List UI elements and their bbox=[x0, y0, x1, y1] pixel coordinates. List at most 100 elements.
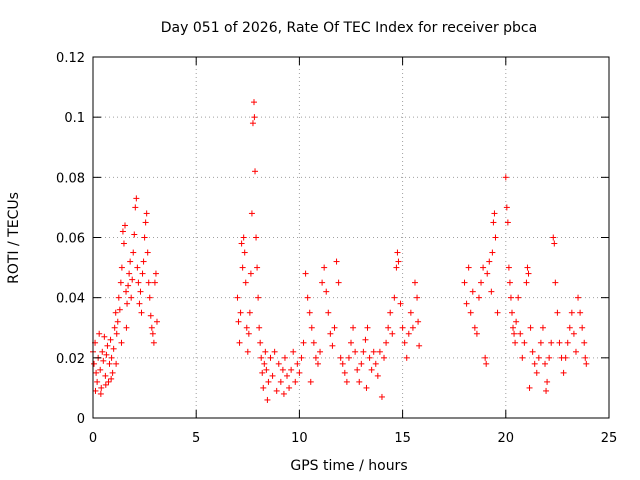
data-point bbox=[123, 324, 130, 331]
data-point bbox=[125, 282, 132, 289]
data-point bbox=[101, 333, 108, 340]
data-point bbox=[506, 279, 513, 286]
data-point bbox=[241, 249, 248, 256]
plot-frame bbox=[92, 56, 610, 419]
data-point bbox=[111, 324, 118, 331]
data-point bbox=[261, 360, 268, 367]
data-point bbox=[133, 195, 140, 202]
data-point bbox=[374, 372, 381, 379]
data-point bbox=[97, 390, 104, 397]
data-point bbox=[127, 258, 134, 265]
data-point bbox=[110, 345, 117, 352]
data-point bbox=[258, 354, 265, 361]
data-point bbox=[302, 270, 309, 277]
x-tick-label: 0 bbox=[89, 431, 97, 446]
data-point bbox=[358, 360, 365, 367]
data-point bbox=[312, 354, 319, 361]
data-point bbox=[480, 264, 487, 271]
data-point bbox=[387, 309, 394, 316]
data-point bbox=[511, 330, 518, 337]
y-axis-label: ROTI / TECUs bbox=[6, 192, 22, 284]
data-point bbox=[117, 279, 124, 286]
data-point bbox=[269, 372, 276, 379]
data-point bbox=[513, 318, 520, 325]
data-point bbox=[102, 372, 109, 379]
data-point bbox=[240, 234, 247, 241]
data-point bbox=[106, 360, 113, 367]
data-point bbox=[486, 258, 493, 265]
data-point bbox=[292, 378, 299, 385]
data-point bbox=[409, 324, 416, 331]
data-point bbox=[523, 279, 530, 286]
data-point bbox=[296, 369, 303, 376]
data-point bbox=[482, 354, 489, 361]
data-point bbox=[415, 318, 422, 325]
data-point bbox=[352, 348, 359, 355]
data-point bbox=[284, 372, 291, 379]
data-point bbox=[362, 336, 369, 343]
data-point bbox=[262, 348, 269, 355]
data-point bbox=[242, 279, 249, 286]
data-point bbox=[519, 354, 526, 361]
data-point bbox=[249, 120, 256, 127]
data-point bbox=[265, 378, 272, 385]
axis-ticks: 0 0.02 0.04 0.06 0.08 0.1 0.12 0 5 10 15 20 25 bbox=[56, 51, 617, 446]
data-point bbox=[310, 339, 317, 346]
data-point bbox=[551, 240, 558, 247]
data-point bbox=[99, 348, 106, 355]
data-point bbox=[368, 366, 375, 373]
data-point bbox=[393, 264, 400, 271]
data-point bbox=[484, 270, 491, 277]
data-point bbox=[129, 276, 136, 283]
data-point bbox=[494, 309, 501, 316]
data-point bbox=[121, 222, 128, 229]
data-point bbox=[128, 294, 135, 301]
data-point bbox=[238, 240, 245, 247]
data-point bbox=[245, 330, 252, 337]
data-point bbox=[535, 354, 542, 361]
data-point bbox=[317, 348, 324, 355]
data-point bbox=[236, 339, 243, 346]
data-point bbox=[467, 309, 474, 316]
data-point bbox=[341, 369, 348, 376]
x-axis-label: GPS time / hours bbox=[290, 458, 407, 474]
data-point bbox=[306, 309, 313, 316]
data-point bbox=[148, 324, 155, 331]
data-point bbox=[360, 348, 367, 355]
data-point bbox=[135, 279, 142, 286]
data-point bbox=[259, 369, 266, 376]
data-point bbox=[298, 354, 305, 361]
data-point bbox=[93, 369, 100, 376]
x-tick-label: 5 bbox=[192, 431, 200, 446]
data-point bbox=[366, 354, 373, 361]
data-point bbox=[141, 234, 148, 241]
data-point bbox=[363, 384, 370, 391]
data-point bbox=[118, 264, 125, 271]
data-point bbox=[582, 354, 589, 361]
data-point bbox=[137, 288, 144, 295]
data-point bbox=[399, 324, 406, 331]
data-point bbox=[139, 270, 146, 277]
data-point bbox=[560, 369, 567, 376]
data-point bbox=[280, 390, 287, 397]
data-point bbox=[583, 360, 590, 367]
data-point bbox=[483, 360, 490, 367]
data-points bbox=[90, 99, 590, 403]
data-point bbox=[327, 330, 334, 337]
data-point bbox=[243, 324, 250, 331]
data-point bbox=[118, 339, 125, 346]
data-point bbox=[339, 360, 346, 367]
data-point bbox=[343, 378, 350, 385]
data-point bbox=[533, 369, 540, 376]
data-point bbox=[529, 348, 536, 355]
y-tick-label: 0 bbox=[77, 412, 85, 427]
data-point bbox=[134, 264, 141, 271]
data-point bbox=[300, 339, 307, 346]
data-point bbox=[394, 249, 401, 256]
data-point bbox=[510, 324, 517, 331]
data-point bbox=[370, 348, 377, 355]
data-point bbox=[525, 270, 532, 277]
data-point bbox=[124, 300, 131, 307]
data-point bbox=[107, 336, 114, 343]
data-point bbox=[416, 342, 423, 349]
